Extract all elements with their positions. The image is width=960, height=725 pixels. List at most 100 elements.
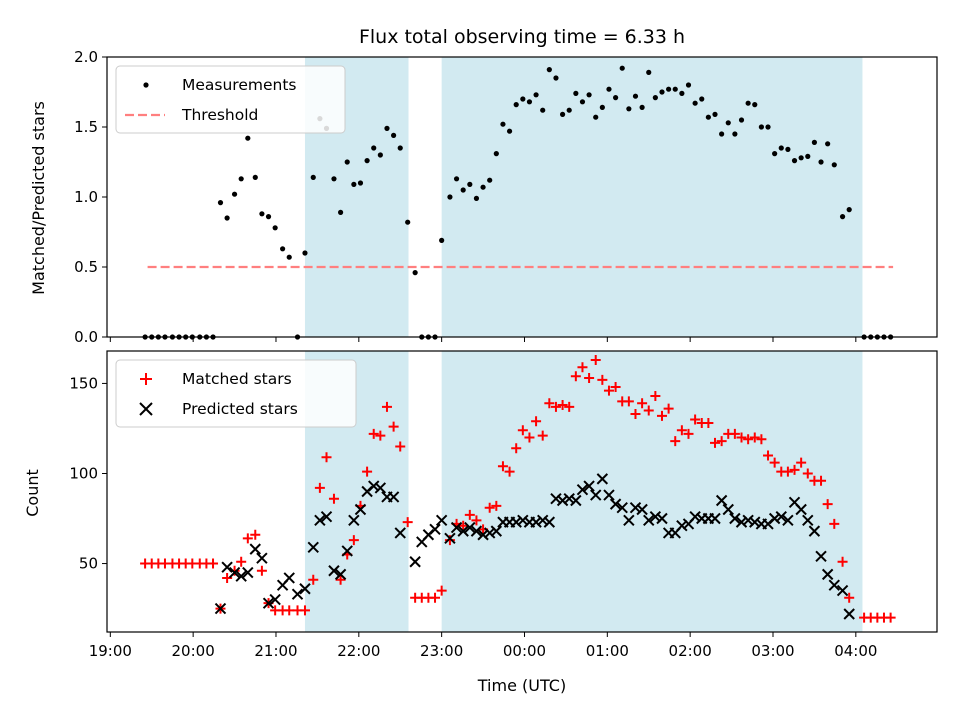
predicted-star-point: [299, 583, 311, 595]
measurement-point: [685, 82, 692, 88]
measurement-point: [719, 131, 725, 137]
matched-star-point: [756, 434, 767, 445]
measurement-point: [791, 158, 798, 164]
measurement-point: [765, 124, 771, 130]
predicted-star-point: [409, 556, 421, 568]
measurement-point: [679, 90, 685, 96]
measurement-point: [646, 69, 652, 75]
measurement-point: [259, 211, 265, 217]
matched-star-point: [716, 436, 727, 447]
measurement-point: [453, 176, 460, 182]
matched-star-point: [796, 457, 807, 468]
predicted-star-point: [464, 521, 476, 534]
predicted-star-point: [808, 525, 821, 537]
matched-star-point: [623, 396, 634, 407]
measurement-point: [371, 145, 377, 151]
matched-star-point: [314, 482, 325, 493]
predicted-star-point: [563, 492, 575, 505]
measurement-point: [725, 120, 731, 126]
measurement-point: [839, 214, 846, 220]
matched-star-point: [524, 432, 535, 443]
predicted-star-point: [450, 521, 463, 534]
predicted-star-point: [348, 514, 360, 527]
measurement-point: [732, 131, 738, 137]
predicted-star-point: [307, 541, 319, 554]
measurement-point: [364, 158, 370, 164]
matched-star-point: [637, 398, 648, 409]
predicted-star-point: [689, 511, 701, 523]
matched-star-point: [444, 535, 455, 546]
measurement-point: [280, 246, 286, 252]
measurement-point: [480, 184, 486, 190]
predicted-star-point: [394, 527, 406, 539]
predicted-star-point: [483, 527, 496, 539]
predicted-star-point: [656, 512, 668, 525]
predicted-star-point: [537, 514, 549, 527]
legend-box: [115, 359, 357, 428]
predicted-star-point: [821, 568, 834, 581]
predicted-star-point: [616, 502, 628, 514]
measurement-point: [331, 176, 337, 182]
x-tick-label: 23:00: [420, 642, 463, 660]
measurement-point: [238, 176, 244, 182]
bottom-y-axis-title: Count: [23, 469, 42, 517]
measurement-point: [397, 145, 403, 151]
measurement-point: [252, 174, 258, 180]
predicted-star-point: [374, 482, 387, 494]
measurement-point: [619, 65, 625, 71]
measurement-point: [745, 100, 751, 106]
y-tick-label: 50: [79, 555, 98, 573]
matched-star-point: [471, 515, 482, 526]
measurement-point: [447, 194, 453, 200]
measurement-point: [513, 102, 519, 108]
predicted-star-point: [623, 514, 635, 527]
chart-title: Flux total observing time = 6.33 h: [359, 26, 685, 48]
matched-star-point: [670, 436, 681, 447]
matched-star-point: [837, 556, 848, 567]
measurement-point: [566, 107, 572, 113]
y-tick-label: 1.0: [74, 188, 98, 206]
predicted-star-point: [596, 473, 609, 485]
predicted-star-point: [470, 525, 483, 537]
matched-star-point: [531, 416, 542, 427]
matched-star-point: [511, 443, 522, 454]
predicted-star-point: [583, 480, 595, 492]
measurement-point: [351, 181, 357, 187]
matched-star-point: [729, 428, 740, 439]
predicted-star-point: [490, 525, 503, 537]
measurement-point: [758, 124, 764, 130]
predicted-star-point: [368, 480, 380, 492]
measurement-point: [265, 214, 272, 220]
matched-star-point: [381, 401, 392, 412]
legend-label: Threshold: [181, 106, 258, 124]
axes-frame: [106, 350, 938, 633]
matched-star-point: [348, 535, 359, 546]
top-y-axis-title: Matched/Predicted stars: [29, 101, 48, 295]
predicted-star-point: [256, 552, 268, 564]
matched-star-point: [395, 441, 406, 452]
matched-star-point: [676, 425, 687, 436]
matched-star-point: [436, 585, 447, 596]
predicted-star-point: [609, 498, 622, 510]
predicted-star-point: [768, 512, 781, 525]
legend-box: [115, 65, 346, 134]
measurement-point: [286, 254, 292, 260]
measurement-point: [738, 117, 745, 123]
legend-label: Measurements: [182, 76, 297, 94]
measurement-point: [752, 102, 758, 108]
matched-star-point: [299, 605, 310, 616]
measurement-point: [652, 95, 658, 101]
legend-marker-measurements: [143, 82, 149, 88]
measurement-point: [245, 135, 251, 141]
predicted-star-point: [815, 550, 827, 563]
measurement-point: [405, 219, 411, 225]
measurement-point: [520, 96, 526, 102]
legend-marker-predicted: [139, 402, 153, 416]
x-axis-title: Time (UTC): [477, 676, 566, 695]
predicted-star-point: [715, 494, 728, 507]
measurement-point: [493, 151, 499, 157]
predicted-star-point: [709, 512, 721, 525]
predicted-star-point: [556, 494, 569, 507]
matched-star-point: [242, 533, 253, 544]
